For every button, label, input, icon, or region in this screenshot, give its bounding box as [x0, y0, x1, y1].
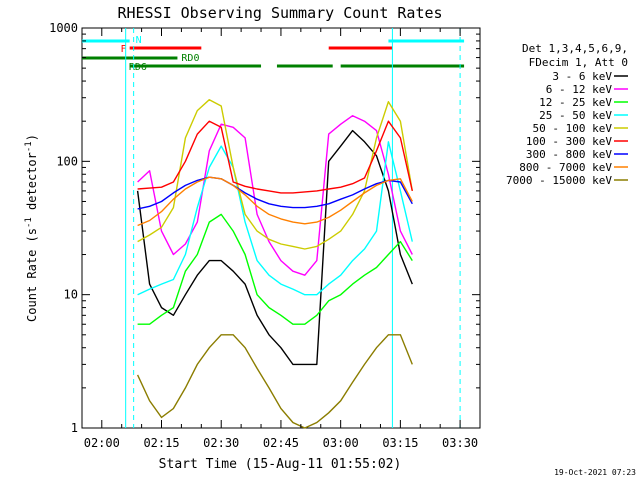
y-tick-label: 100 — [56, 154, 78, 168]
x-tick-label: 03:15 — [382, 436, 418, 450]
legend-header-line-1: Det 1,3,4,5,6,9, — [522, 42, 628, 55]
y-tick-label: 1 — [71, 421, 78, 435]
legend-label: 800 - 7000 keV — [519, 161, 612, 174]
plot-area: NF RD0 RD6 1 10 100 1000 02:00 02:15 02:30 02:45… — [49, 21, 481, 450]
series-line-6-12-kev — [137, 114, 413, 276]
y-axis-label-mid: detector — [25, 152, 39, 217]
x-tick-label: 02:15 — [143, 436, 179, 450]
x-tick-label: 02:45 — [263, 436, 299, 450]
x-tick-label: 03:00 — [323, 436, 359, 450]
legend-label: 300 - 800 keV — [526, 148, 612, 161]
y-tick-label: 1000 — [49, 21, 78, 35]
date-stamp: 19-Oct-2021 07:23 — [554, 468, 636, 477]
series-line-50-100-kev — [137, 98, 413, 250]
chart-title: RHESSI Observing Summary Count Rates — [117, 4, 442, 22]
x-axis-label: Start Time (15-Aug-11 01:55:02) — [159, 457, 402, 472]
x-tick-label: 03:30 — [442, 436, 478, 450]
y-axis-label-sup1: -1 — [24, 217, 34, 228]
legend-label: 7000 - 15000 keV — [506, 174, 612, 187]
y-axis-label-end: ) — [25, 134, 39, 141]
series-lines — [136, 98, 413, 429]
series-line-800-7000-kev — [137, 176, 413, 227]
legend-label: 6 - 12 keV — [546, 83, 613, 96]
legend-label: 50 - 100 keV — [533, 122, 613, 135]
mode-bars: NF RD0 RD6 — [82, 35, 465, 73]
x-tick-label: 02:00 — [84, 436, 120, 450]
legend-header-line-2: FDecim 1, Att 0 — [529, 56, 628, 69]
x-axis-ticks: 02:00 02:15 02:30 02:45 03:00 03:15 03:30 — [84, 28, 481, 450]
series-line-100-300-kev — [137, 120, 413, 194]
y-axis-label-sup2: -1 — [24, 141, 34, 152]
legend-label: 100 - 300 keV — [526, 135, 612, 148]
y-tick-label: 10 — [64, 288, 78, 302]
y-axis-ticks: 1 10 100 1000 — [49, 21, 480, 435]
y-axis-label-start: Count Rate (s — [25, 228, 39, 322]
mode-bar-label-f: F — [120, 44, 126, 55]
legend: Det 1,3,4,5,6,9, FDecim 1, Att 0 3 - 6 k… — [506, 42, 628, 187]
mode-bar-label-rd0: RD0 — [181, 53, 199, 64]
series-line-300-800-kev — [137, 176, 413, 210]
legend-label: 12 - 25 keV — [539, 96, 612, 109]
legend-label: 3 - 6 keV — [552, 70, 612, 83]
series-line-12-25-kev — [137, 213, 413, 325]
mode-bar-label-n: N — [136, 35, 142, 46]
series-line-7000-15000-kev — [136, 334, 413, 429]
series-line-25-50-kev — [137, 141, 413, 296]
legend-label: 25 - 50 keV — [539, 109, 612, 122]
x-tick-label: 02:30 — [203, 436, 239, 450]
y-axis-label: Count Rate (s-1 detector-1) — [24, 134, 39, 322]
series-line-3-6-kev — [136, 129, 413, 366]
vertical-markers — [125, 28, 461, 428]
mode-bar-label-rd6: RD6 — [129, 62, 147, 73]
